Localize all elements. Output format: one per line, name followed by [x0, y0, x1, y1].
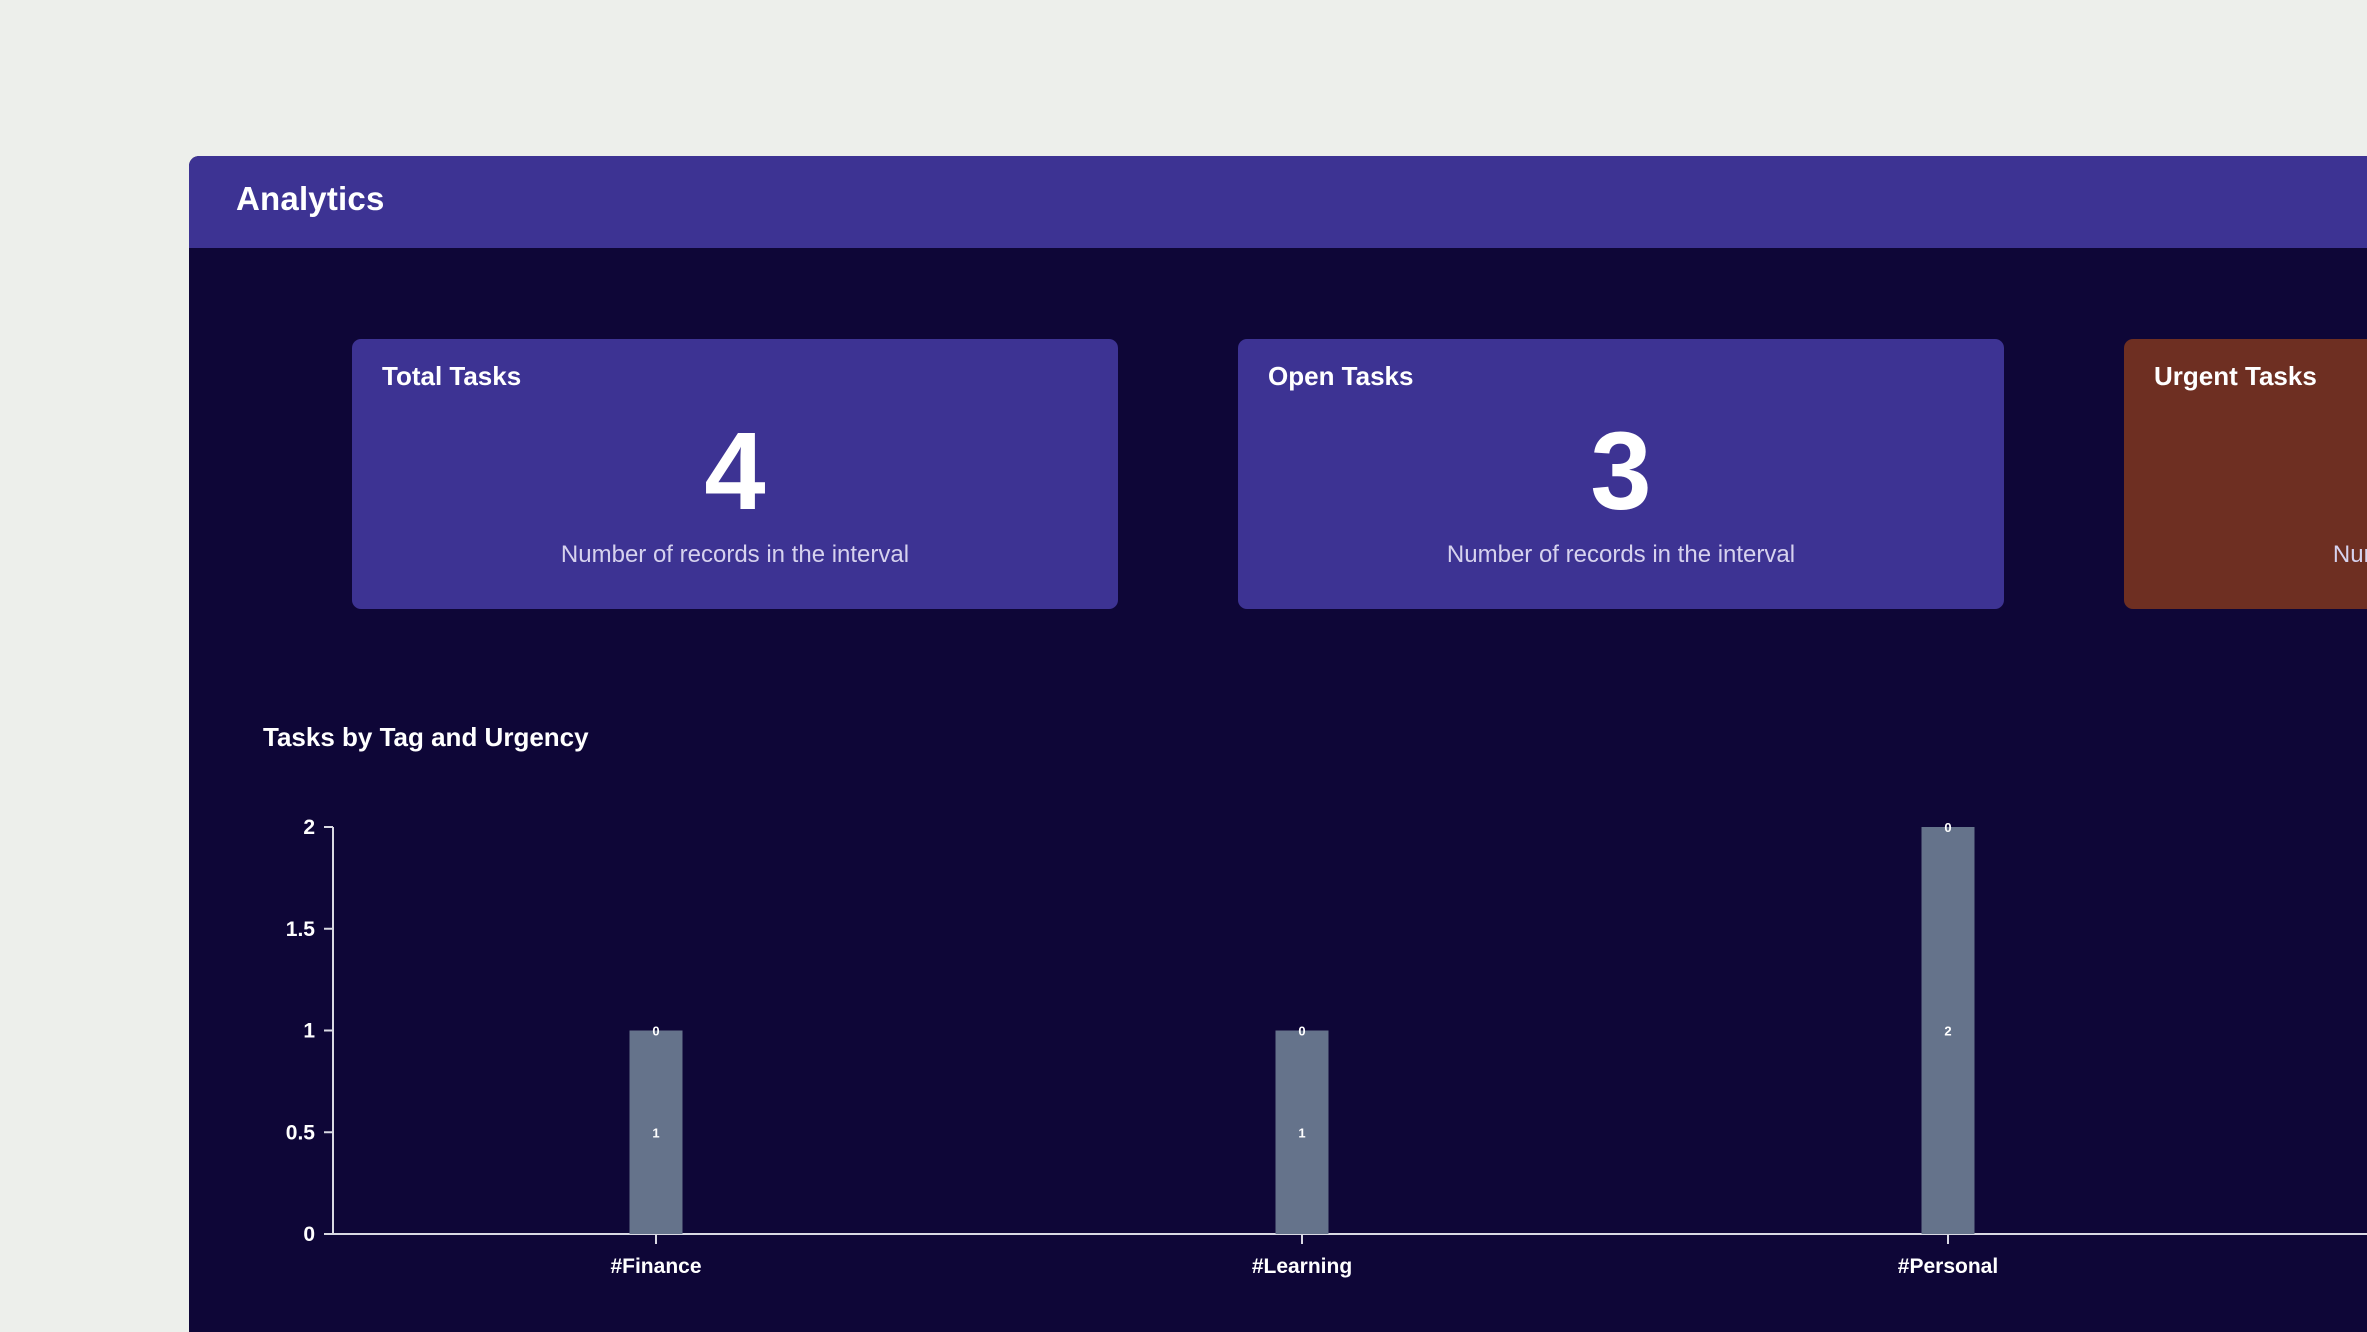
card-caption: Number of records in the interval: [1446, 541, 1796, 568]
header-bar: Analytics: [189, 156, 2367, 248]
card-caption: Number of records in the interval: [2332, 541, 2367, 568]
y-tick-label: 1: [303, 1020, 315, 1043]
x-tick-label: #Personal: [1898, 1255, 1998, 1278]
card-title: Open Tasks: [1268, 361, 1414, 391]
x-tick-label: #Learning: [1252, 1255, 1352, 1278]
bar: [629, 1030, 683, 1234]
y-tick-label: 1.5: [286, 918, 316, 941]
bar-value-label: 0: [652, 1024, 659, 1039]
total-tasks-card: Total Tasks 4 Number of records in the i…: [352, 339, 1118, 609]
bar-value-label: 0: [1298, 1024, 1305, 1039]
y-tick-label: 0: [303, 1223, 315, 1246]
page-title: Analytics: [236, 180, 385, 217]
bar-value-label: 1: [1298, 1125, 1305, 1140]
open-tasks-card: Open Tasks 3 Number of records in the in…: [1238, 339, 2004, 609]
tasks-bar-chart: 0 0.5 1 1.5 2 1 0 #Finance 1 0 #Learning 2 0 #Persona…: [286, 816, 2367, 1278]
card-value: 3: [1590, 410, 1652, 533]
x-tick-label: #Finance: [610, 1255, 701, 1278]
card-caption: Number of records in the interval: [560, 541, 910, 568]
card-title: Total Tasks: [382, 361, 522, 391]
bar: [1921, 827, 1975, 1234]
bar-value-label: 1: [652, 1125, 659, 1140]
bar-value-label: 0: [1944, 820, 1951, 835]
card-title: Urgent Tasks: [2154, 361, 2317, 391]
bar-value-label: 2: [1944, 1024, 1951, 1039]
urgent-tasks-card: Urgent Tasks Number of records in the in…: [2124, 339, 2367, 609]
analytics-window: Analytics Total Tasks 4 Number of record…: [189, 156, 2367, 1332]
bar: [1275, 1030, 1329, 1234]
card-value: 4: [704, 410, 766, 533]
y-tick-label: 0.5: [286, 1121, 316, 1144]
y-tick-label: 2: [303, 816, 315, 839]
chart-title: Tasks by Tag and Urgency: [263, 722, 589, 752]
